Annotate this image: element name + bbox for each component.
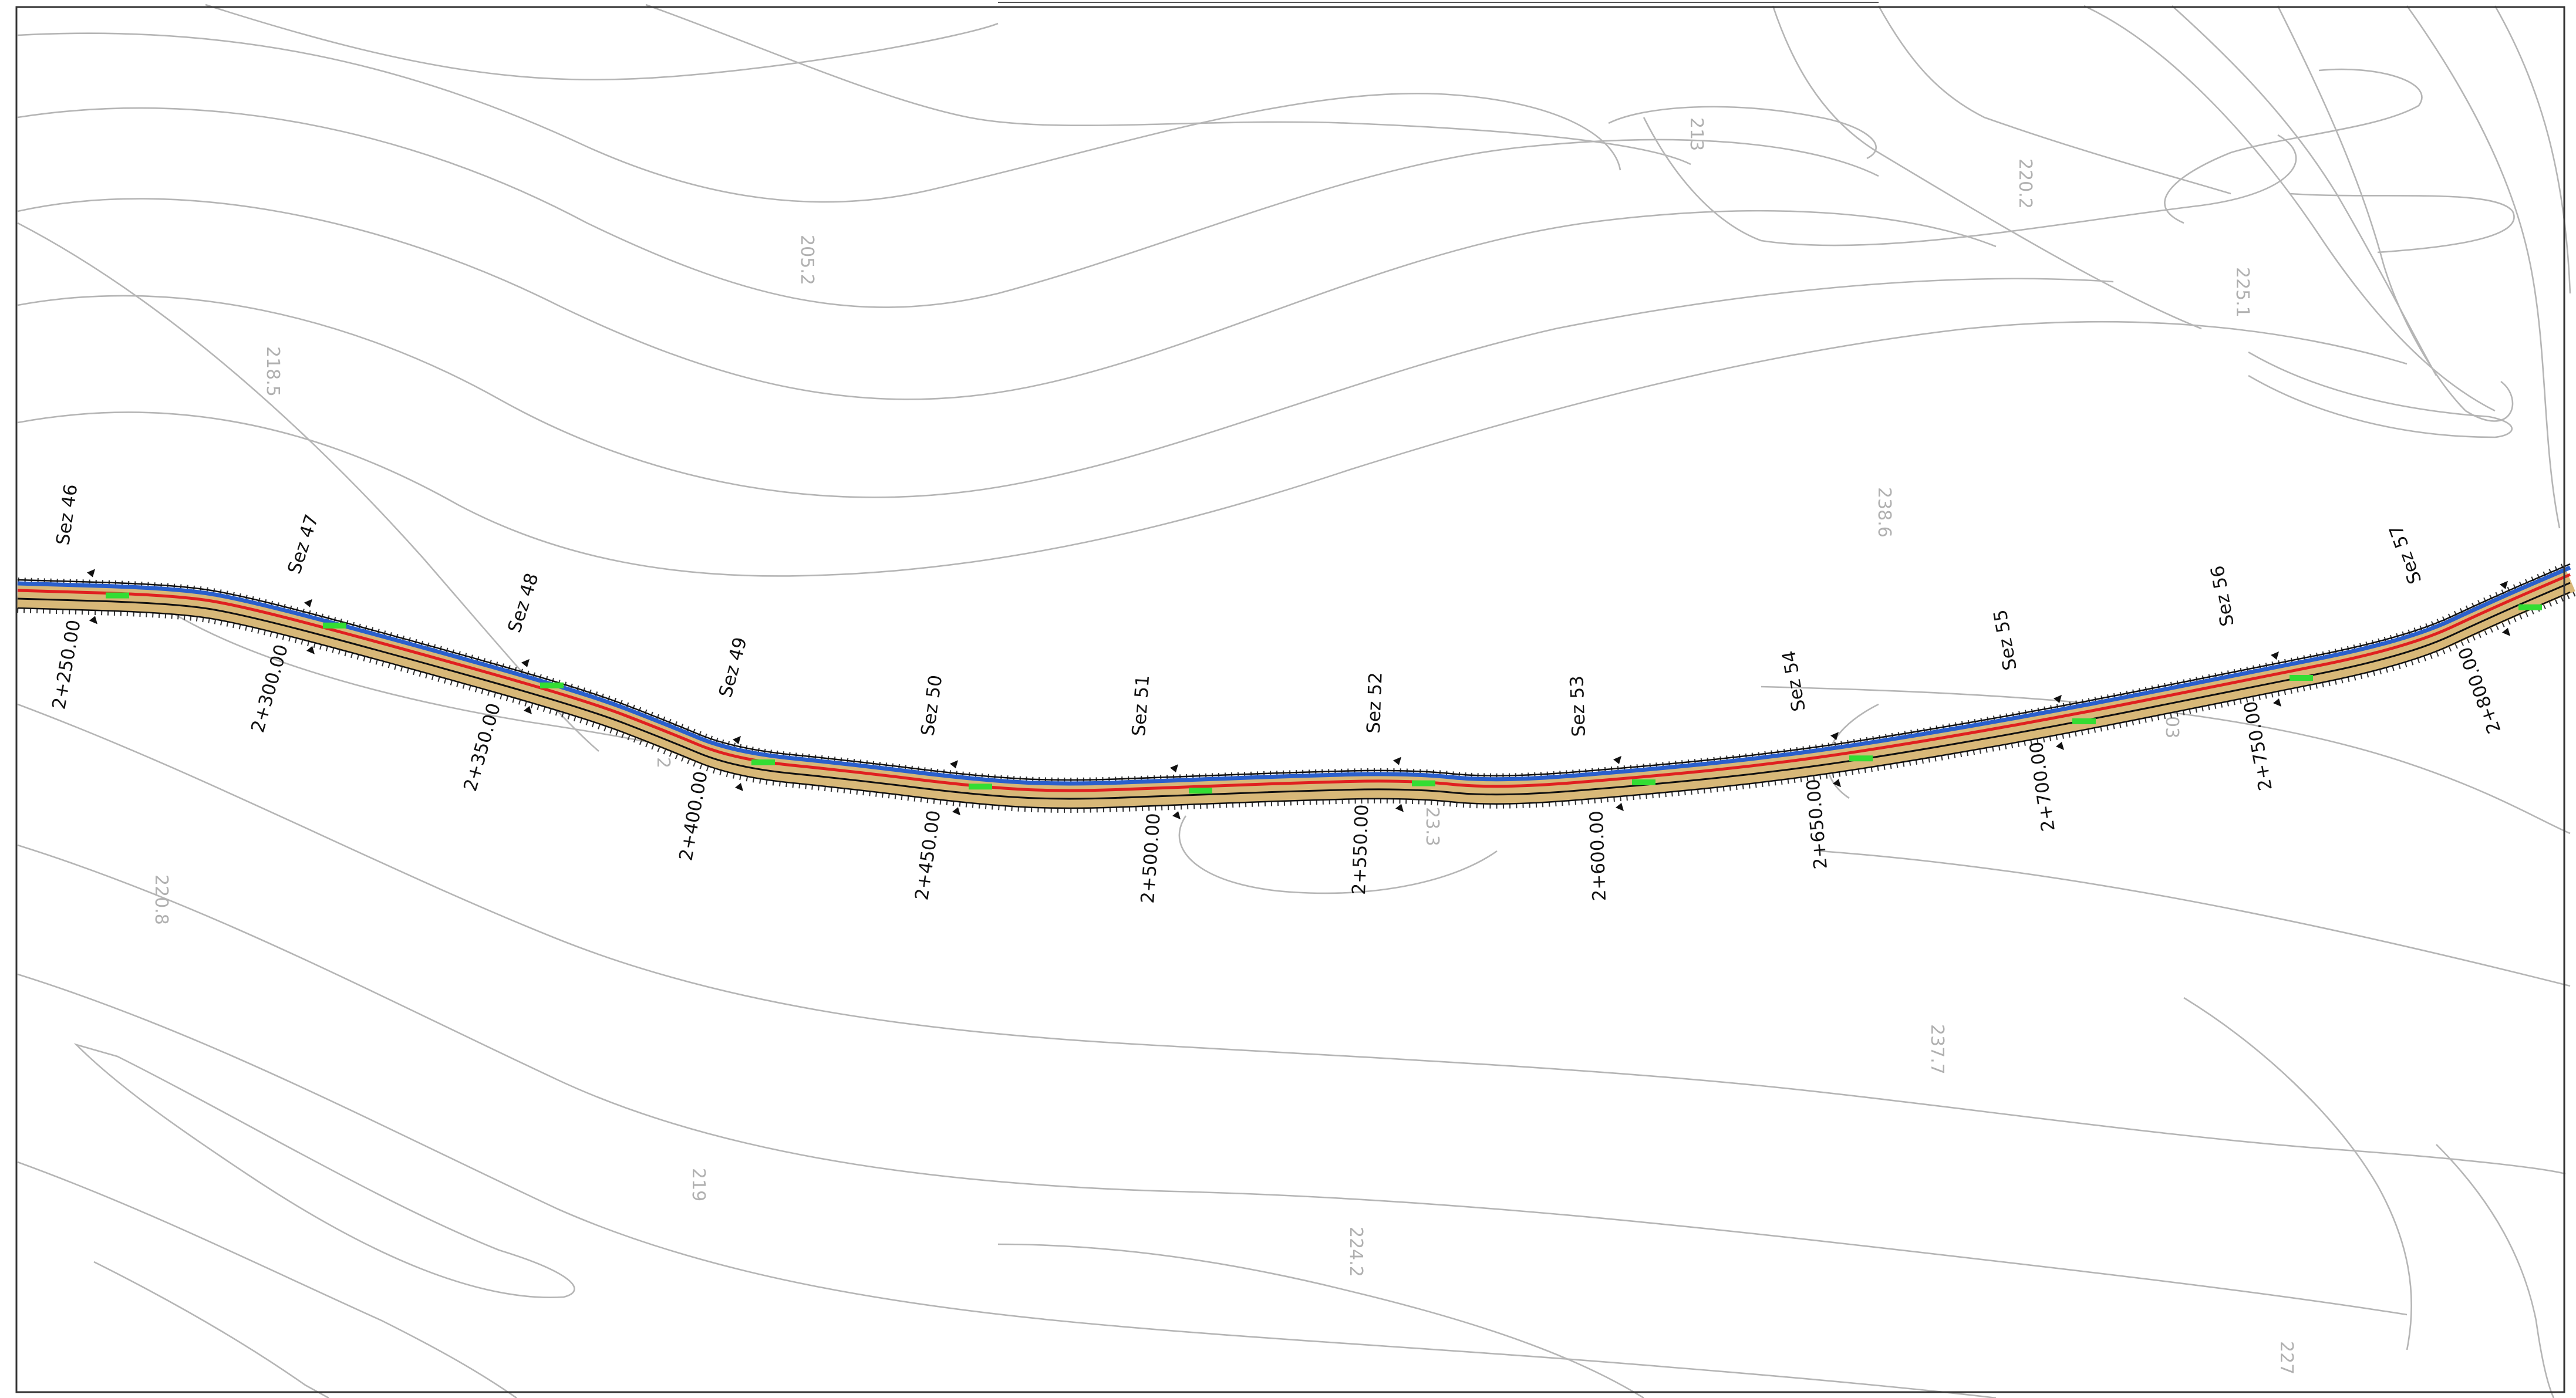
contour-line [17,32,1621,203]
contour-label: 218.5 [262,346,283,397]
contour-line [2083,5,2496,412]
section-arrow-icon [89,616,97,624]
contour-label: 227 [2276,1341,2297,1375]
green-marker [323,622,346,629]
section-arrow-icon [306,646,315,654]
contour-line [93,1261,329,1398]
section-arrow-icon [2056,742,2064,750]
contour-line [1819,850,2571,987]
contour-line [17,703,2566,1175]
section-arrow-icon [2054,695,2062,703]
contour-line [2164,68,2423,224]
contour-line [205,4,999,81]
contour-label: 220.2 [2015,158,2035,209]
contour-labels: 205.2 218.5 213 220.2 225.1 238.6 220.8 … [151,117,2297,1375]
contour-label: 219 [688,1168,709,1201]
contour-line [1643,117,2297,246]
contour-line [2289,193,2515,254]
contour-line [997,1243,1644,1398]
contour-line [2494,5,2571,294]
contour-label: 23.3 [1422,807,1442,846]
road-right-edge-line [17,591,2571,809]
section-label: Sez 51 [1128,674,1154,737]
contour-line [73,1043,575,1298]
contour-line [2248,351,2513,438]
section-arrow-icon [2502,627,2510,636]
section-arrow-icon [950,760,958,769]
section-arrow-icon [1172,811,1181,820]
section-arrow-icon [521,659,530,667]
section-arrow-icon [1395,803,1404,812]
carriageway [17,567,2575,808]
chainage-label: 2+600.00 [1586,811,1610,901]
contour-line [1761,686,2571,835]
contour-line [17,278,2114,498]
contour-label: 237.7 [1927,1024,1947,1075]
green-marker [751,759,775,765]
section-arrow-icon [952,807,960,816]
green-marker [1189,788,1212,794]
green-marker [1412,780,1435,786]
contour-label: 224.2 [1346,1227,1366,1277]
contour-line [17,844,2408,1316]
section-arrow-icon [524,705,532,714]
section-label: Sez 52 [1363,672,1387,734]
contour-line [17,1161,517,1398]
drawing-frame [15,6,2565,1393]
section-arrow-icon [735,783,743,791]
section-arrow-icon [2500,580,2508,589]
green-marker [1849,755,1873,762]
section-arrow-icon [2273,698,2281,707]
green-marker [969,784,992,790]
road-axis [17,573,2571,792]
section-arrow-icon [1833,779,1841,788]
road-left-edge [17,565,2571,786]
contour-label: 03 [2162,716,2182,738]
section-arrow-icon [87,569,95,578]
contour-label: 225.1 [2232,267,2253,318]
contour-label: 213 [1686,117,1707,151]
contour-line [1608,106,1877,160]
contour-label: 205.2 [797,235,817,285]
section-arrow-icon [1616,803,1624,811]
section-arrow-icon [1613,756,1621,764]
contour-line [2183,997,2412,1350]
contour-line [645,4,1691,166]
section-arrow-icon [1170,764,1178,773]
contour-label: 2 [653,757,673,768]
contour-line [17,107,1879,308]
contour-line [2406,5,2561,529]
contour-line [17,973,1997,1398]
section-arrow-icon [304,599,312,607]
contour-line [2172,5,2437,376]
road-corridor [17,563,2576,820]
contour-line [17,198,1997,400]
contour-line [1178,815,1498,894]
contour-label: 238.6 [1874,487,1894,538]
contour-line [17,320,2408,577]
road-centerline [17,582,2571,800]
contour-line [2436,1144,2555,1398]
contour-lines [17,4,2571,1398]
contour-line [1772,5,2202,330]
road-left-edge-line [17,563,2571,781]
green-marker [2518,604,2542,610]
contour-line [1877,5,2231,195]
section-arrow-icon [1830,732,1839,741]
section-arrow-icon [733,736,741,744]
green-marker [2290,675,2313,681]
section-markers [87,569,2542,820]
chainage-label: 2+550.00 [1348,804,1373,895]
section-arrow-icon [2271,651,2279,660]
contour-label: 220.8 [151,874,171,925]
green-marker [540,682,564,688]
green-marker [106,592,129,599]
section-label: Sez 53 [1566,675,1590,737]
green-marker [2072,718,2096,724]
contour-line [2277,5,2514,422]
green-marker [1632,779,1655,785]
section-arrow-icon [1393,757,1401,765]
